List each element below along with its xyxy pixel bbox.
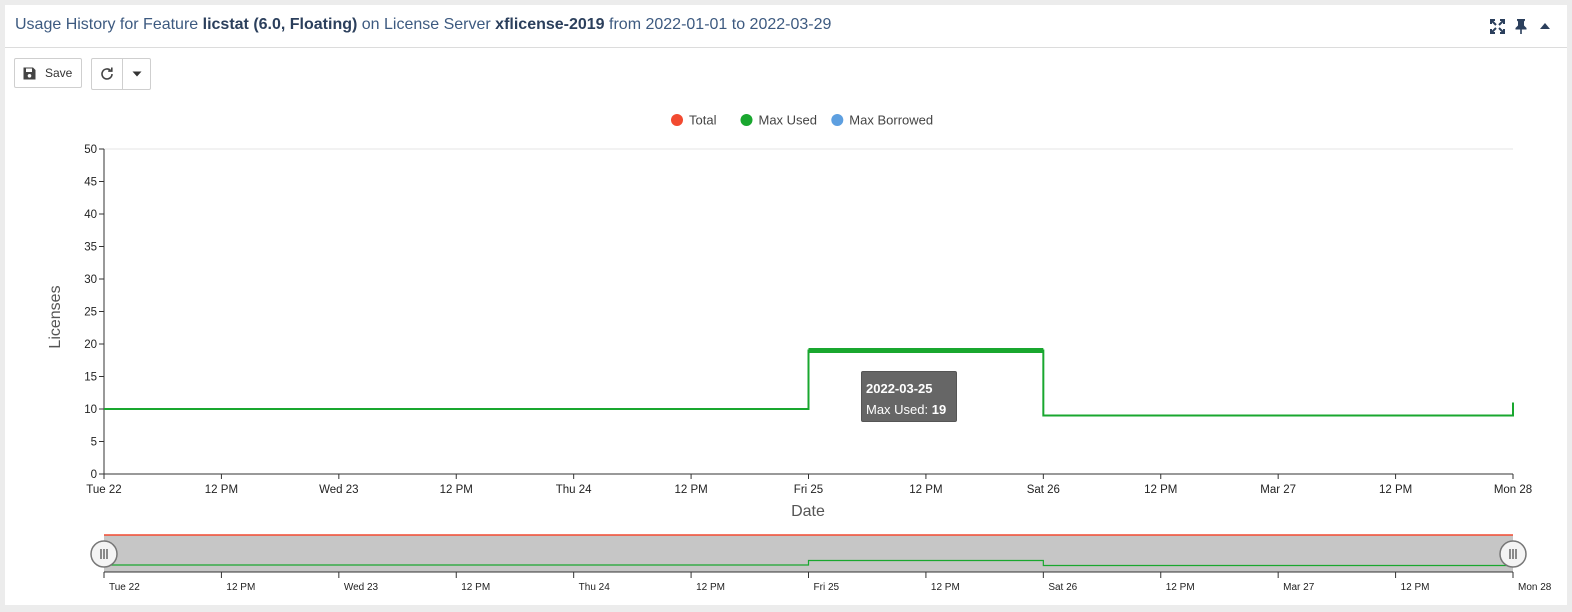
legend-label: Total	[689, 113, 717, 128]
x-tick-label: Thu 24	[556, 484, 592, 496]
x-tick-label: Tue 22	[86, 484, 121, 496]
refresh-button[interactable]	[91, 58, 123, 90]
legend-item-max-used[interactable]: Max Used	[740, 113, 818, 128]
toolbar: Save	[14, 58, 151, 90]
navigator-left-handle[interactable]	[90, 540, 118, 568]
x-tick-label: Fri 25	[794, 484, 823, 496]
save-label: Save	[45, 66, 73, 80]
legend-marker	[831, 114, 844, 126]
y-tick-label: 35	[84, 242, 97, 254]
refresh-group	[91, 58, 151, 90]
navigator-tick-label: 12 PM	[461, 582, 490, 593]
navigator-tick-label: 12 PM	[931, 582, 960, 593]
legend-marker	[740, 114, 753, 126]
range-navigator: Tue 22 12 PM Wed 23 12 PM Thu 24 12 PM Fri 25 1…	[90, 534, 1552, 593]
usage-chart: Total Max Used Max Borrowed 0 5 10 15 20 25 30 35…	[47, 113, 1552, 594]
y-tick-label: 25	[84, 307, 97, 319]
navigator-tick-label: Sat 26	[1048, 582, 1077, 593]
tooltip-label: Max Used:	[866, 402, 932, 417]
x-tick-label: 12 PM	[440, 484, 473, 496]
usage-history-panel: Usage History for Feature licstat (6.0, …	[5, 5, 1567, 605]
x-tick-label: Mon 28	[1494, 484, 1532, 496]
navigator-tick-label: Tue 22	[109, 582, 140, 593]
title-prefix: Usage History for Feature	[15, 16, 203, 33]
x-tick-label: 12 PM	[674, 484, 707, 496]
floppy-disk-icon	[23, 67, 36, 79]
series-line-max-used[interactable]	[104, 349, 1514, 417]
legend-marker	[671, 114, 683, 126]
date-range: from 2022-01-01 to 2022-03-29	[604, 16, 832, 33]
y-tick-label: 10	[84, 404, 97, 416]
panel-controls	[1489, 18, 1553, 34]
y-tick-label: 50	[84, 144, 97, 156]
refresh-options-dropdown[interactable]	[123, 58, 151, 90]
navigator-selection[interactable]	[104, 535, 1513, 572]
legend-item-total[interactable]: Total	[671, 113, 717, 128]
title-mid: on License Server	[357, 16, 496, 33]
navigator-tick-label: 12 PM	[1401, 582, 1430, 593]
y-tick-label: 45	[84, 177, 97, 189]
y-tick-label: 20	[84, 339, 97, 351]
chart-legend: Total Max Used Max Borrowed	[671, 113, 933, 128]
navigator-tick-label: 12 PM	[1166, 582, 1195, 593]
y-tick-label: 30	[84, 274, 97, 286]
x-tick-label: Wed 23	[319, 484, 358, 496]
navigator-tick-label: Mon 28	[1518, 582, 1552, 593]
server-name: xflicense-2019	[495, 16, 605, 33]
legend-label: Max Used	[759, 113, 818, 128]
x-tick-label: 12 PM	[1379, 484, 1412, 496]
save-button[interactable]: Save	[14, 58, 82, 88]
feature-name: licstat (6.0, Floating)	[202, 16, 358, 33]
expand-icon[interactable]	[1489, 18, 1505, 34]
y-tick-label: 0	[91, 469, 97, 481]
x-tick-label: Sat 26	[1027, 484, 1060, 496]
chart-tooltip: 2022-03-25 Max Used: 19	[861, 371, 957, 422]
navigator-tick-label: Wed 23	[344, 582, 379, 593]
x-axis-label: Date	[791, 503, 825, 520]
caret-up-icon[interactable]	[1537, 18, 1553, 34]
x-tick-label: 12 PM	[205, 484, 238, 496]
panel-header: Usage History for Feature licstat (6.0, …	[5, 5, 1567, 48]
navigator-tick-label: 12 PM	[226, 582, 255, 593]
legend-item-max-borrowed[interactable]: Max Borrowed	[831, 113, 933, 128]
navigator-series-line	[104, 559, 1514, 567]
refresh-icon	[101, 67, 113, 80]
x-tick-label: 12 PM	[909, 484, 942, 496]
x-tick-label: 12 PM	[1144, 484, 1177, 496]
y-axis-label: Licenses	[47, 285, 64, 348]
x-tick-label: Mar 27	[1260, 484, 1296, 496]
axes: 0 5 10 15 20 25 30 35 40 45 50 Tue 22 12 PM Wed 23 12 …	[84, 144, 1532, 496]
series-layer	[104, 348, 1514, 417]
navigator-tick-label: Thu 24	[579, 582, 611, 593]
y-tick-label: 40	[84, 209, 97, 221]
y-tick-label: 5	[91, 437, 97, 449]
navigator-tick-label: Mar 27	[1283, 582, 1315, 593]
tooltip-value: 19	[931, 402, 947, 417]
legend-label: Max Borrowed	[849, 113, 933, 128]
navigator-tick-label: Fri 25	[814, 582, 840, 593]
navigator-right-handle[interactable]	[1499, 540, 1527, 568]
y-tick-label: 15	[84, 372, 97, 384]
pin-icon[interactable]	[1513, 18, 1529, 34]
panel-title: Usage History for Feature licstat (6.0, …	[15, 16, 831, 34]
tooltip-date: 2022-03-25	[866, 381, 933, 396]
caret-down-icon	[132, 71, 141, 77]
navigator-tick-label: 12 PM	[696, 582, 725, 593]
